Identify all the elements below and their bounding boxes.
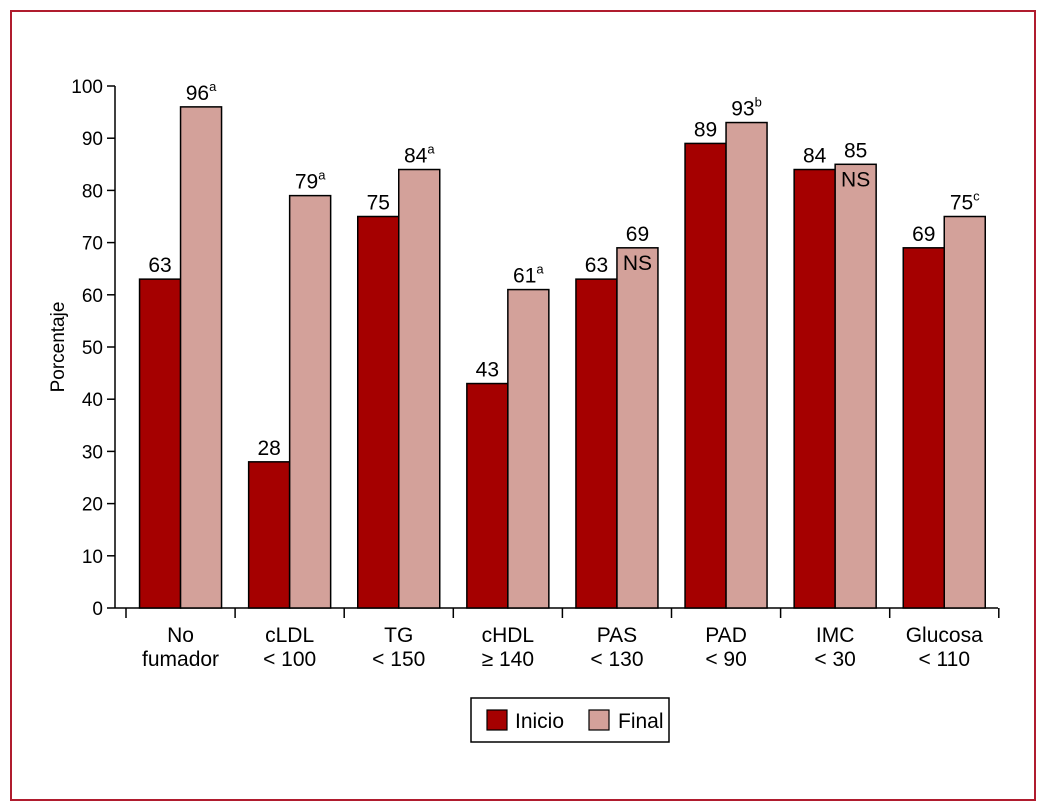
- x-tick-label: IMC: [816, 624, 855, 647]
- bar-inicio: [247, 461, 291, 609]
- x-tick-label: cHDL: [482, 624, 535, 647]
- x-tick-label-line2: < 90: [705, 648, 746, 671]
- data-label-final: 84a: [404, 142, 435, 168]
- bar-inicio: [902, 247, 945, 609]
- legend-label-inicio: Inicio: [515, 710, 564, 733]
- legend-swatch-final: [588, 709, 610, 731]
- y-tick-label: 60: [82, 286, 103, 307]
- bar-final: [288, 194, 332, 609]
- data-label-inicio: 63: [148, 254, 171, 277]
- data-label-inicio: 75: [367, 192, 390, 215]
- bar-chart: 0 10 20 30 40 50 60 70 80 90 100 Porcentaje 63 96a Nof…: [48, 77, 1000, 743]
- x-tick-label: No: [167, 624, 194, 647]
- significance-superscript: a: [536, 262, 544, 277]
- bar-final: [507, 288, 550, 609]
- significance-superscript: a: [318, 168, 326, 183]
- data-label-inicio: 89: [694, 118, 717, 141]
- legend-label-final: Final: [618, 710, 664, 733]
- bar-inicio: [138, 278, 182, 609]
- bar-inicio: [684, 142, 727, 609]
- legend-swatch-inicio: [486, 709, 508, 731]
- bar-inicio: [357, 215, 400, 609]
- bar-inicio: [466, 382, 509, 609]
- x-tick-label: Glucosa: [906, 624, 983, 647]
- data-label-final: 79a: [295, 168, 326, 194]
- x-tick-label-line2: ≥ 140: [482, 648, 534, 671]
- data-label-inicio: 43: [476, 359, 499, 382]
- ns-note: NS: [841, 168, 870, 191]
- bar-final: [616, 247, 659, 609]
- x-tick-label-line2: < 110: [918, 648, 970, 671]
- x-tick-label: PAD: [705, 624, 747, 647]
- bar-final: [179, 106, 223, 609]
- significance-superscript: c: [973, 189, 980, 204]
- data-label-final: 96a: [186, 79, 217, 105]
- y-tick-label: 40: [82, 390, 103, 411]
- x-tick-label-line2: fumador: [142, 648, 219, 671]
- data-label-inicio: 28: [257, 437, 280, 460]
- data-label-inicio: 84: [803, 145, 827, 168]
- data-label-inicio: 69: [912, 223, 935, 246]
- chart-frame: 0 10 20 30 40 50 60 70 80 90 100 Porcentaje 63 96a No f…: [10, 10, 1036, 801]
- bar-final: [725, 121, 768, 609]
- bar-final: [834, 163, 877, 609]
- y-tick-label: 0: [92, 599, 103, 620]
- x-tick-label-line2: < 100: [263, 648, 316, 671]
- data-label-final: 93b: [731, 95, 762, 121]
- y-tick-label: 70: [82, 234, 103, 255]
- significance-superscript: a: [427, 142, 435, 157]
- y-tick-label: 90: [82, 129, 103, 150]
- data-label-inicio: 63: [585, 254, 608, 277]
- data-label-final: 85: [844, 139, 867, 162]
- significance-superscript: a: [209, 79, 217, 94]
- bar-inicio: [575, 278, 618, 609]
- x-tick-label-line2: < 30: [814, 648, 855, 671]
- y-tick-label: 100: [71, 77, 103, 98]
- x-tick-label: TG: [384, 624, 413, 647]
- data-label-final: 69: [626, 223, 649, 246]
- significance-superscript: b: [755, 95, 762, 110]
- bar-inicio: [793, 168, 836, 609]
- x-tick-label: cLDL: [265, 624, 314, 647]
- x-tick-label-line2: < 150: [372, 648, 425, 671]
- y-tick-label: 10: [82, 547, 103, 568]
- y-axis-title: Porcentaje: [48, 302, 69, 393]
- bar-final: [398, 168, 441, 609]
- bar-final: [943, 215, 986, 609]
- y-tick-label: 20: [82, 495, 103, 516]
- ns-note: NS: [623, 252, 652, 275]
- data-label-final: 61a: [513, 262, 544, 288]
- x-tick-label-line2: < 130: [590, 648, 643, 671]
- y-tick-label: 80: [82, 181, 103, 202]
- y-tick-label: 50: [82, 338, 103, 359]
- x-tick-label: PAS: [597, 624, 637, 647]
- y-tick-label: 30: [82, 442, 103, 463]
- data-label-final: 75c: [950, 189, 980, 215]
